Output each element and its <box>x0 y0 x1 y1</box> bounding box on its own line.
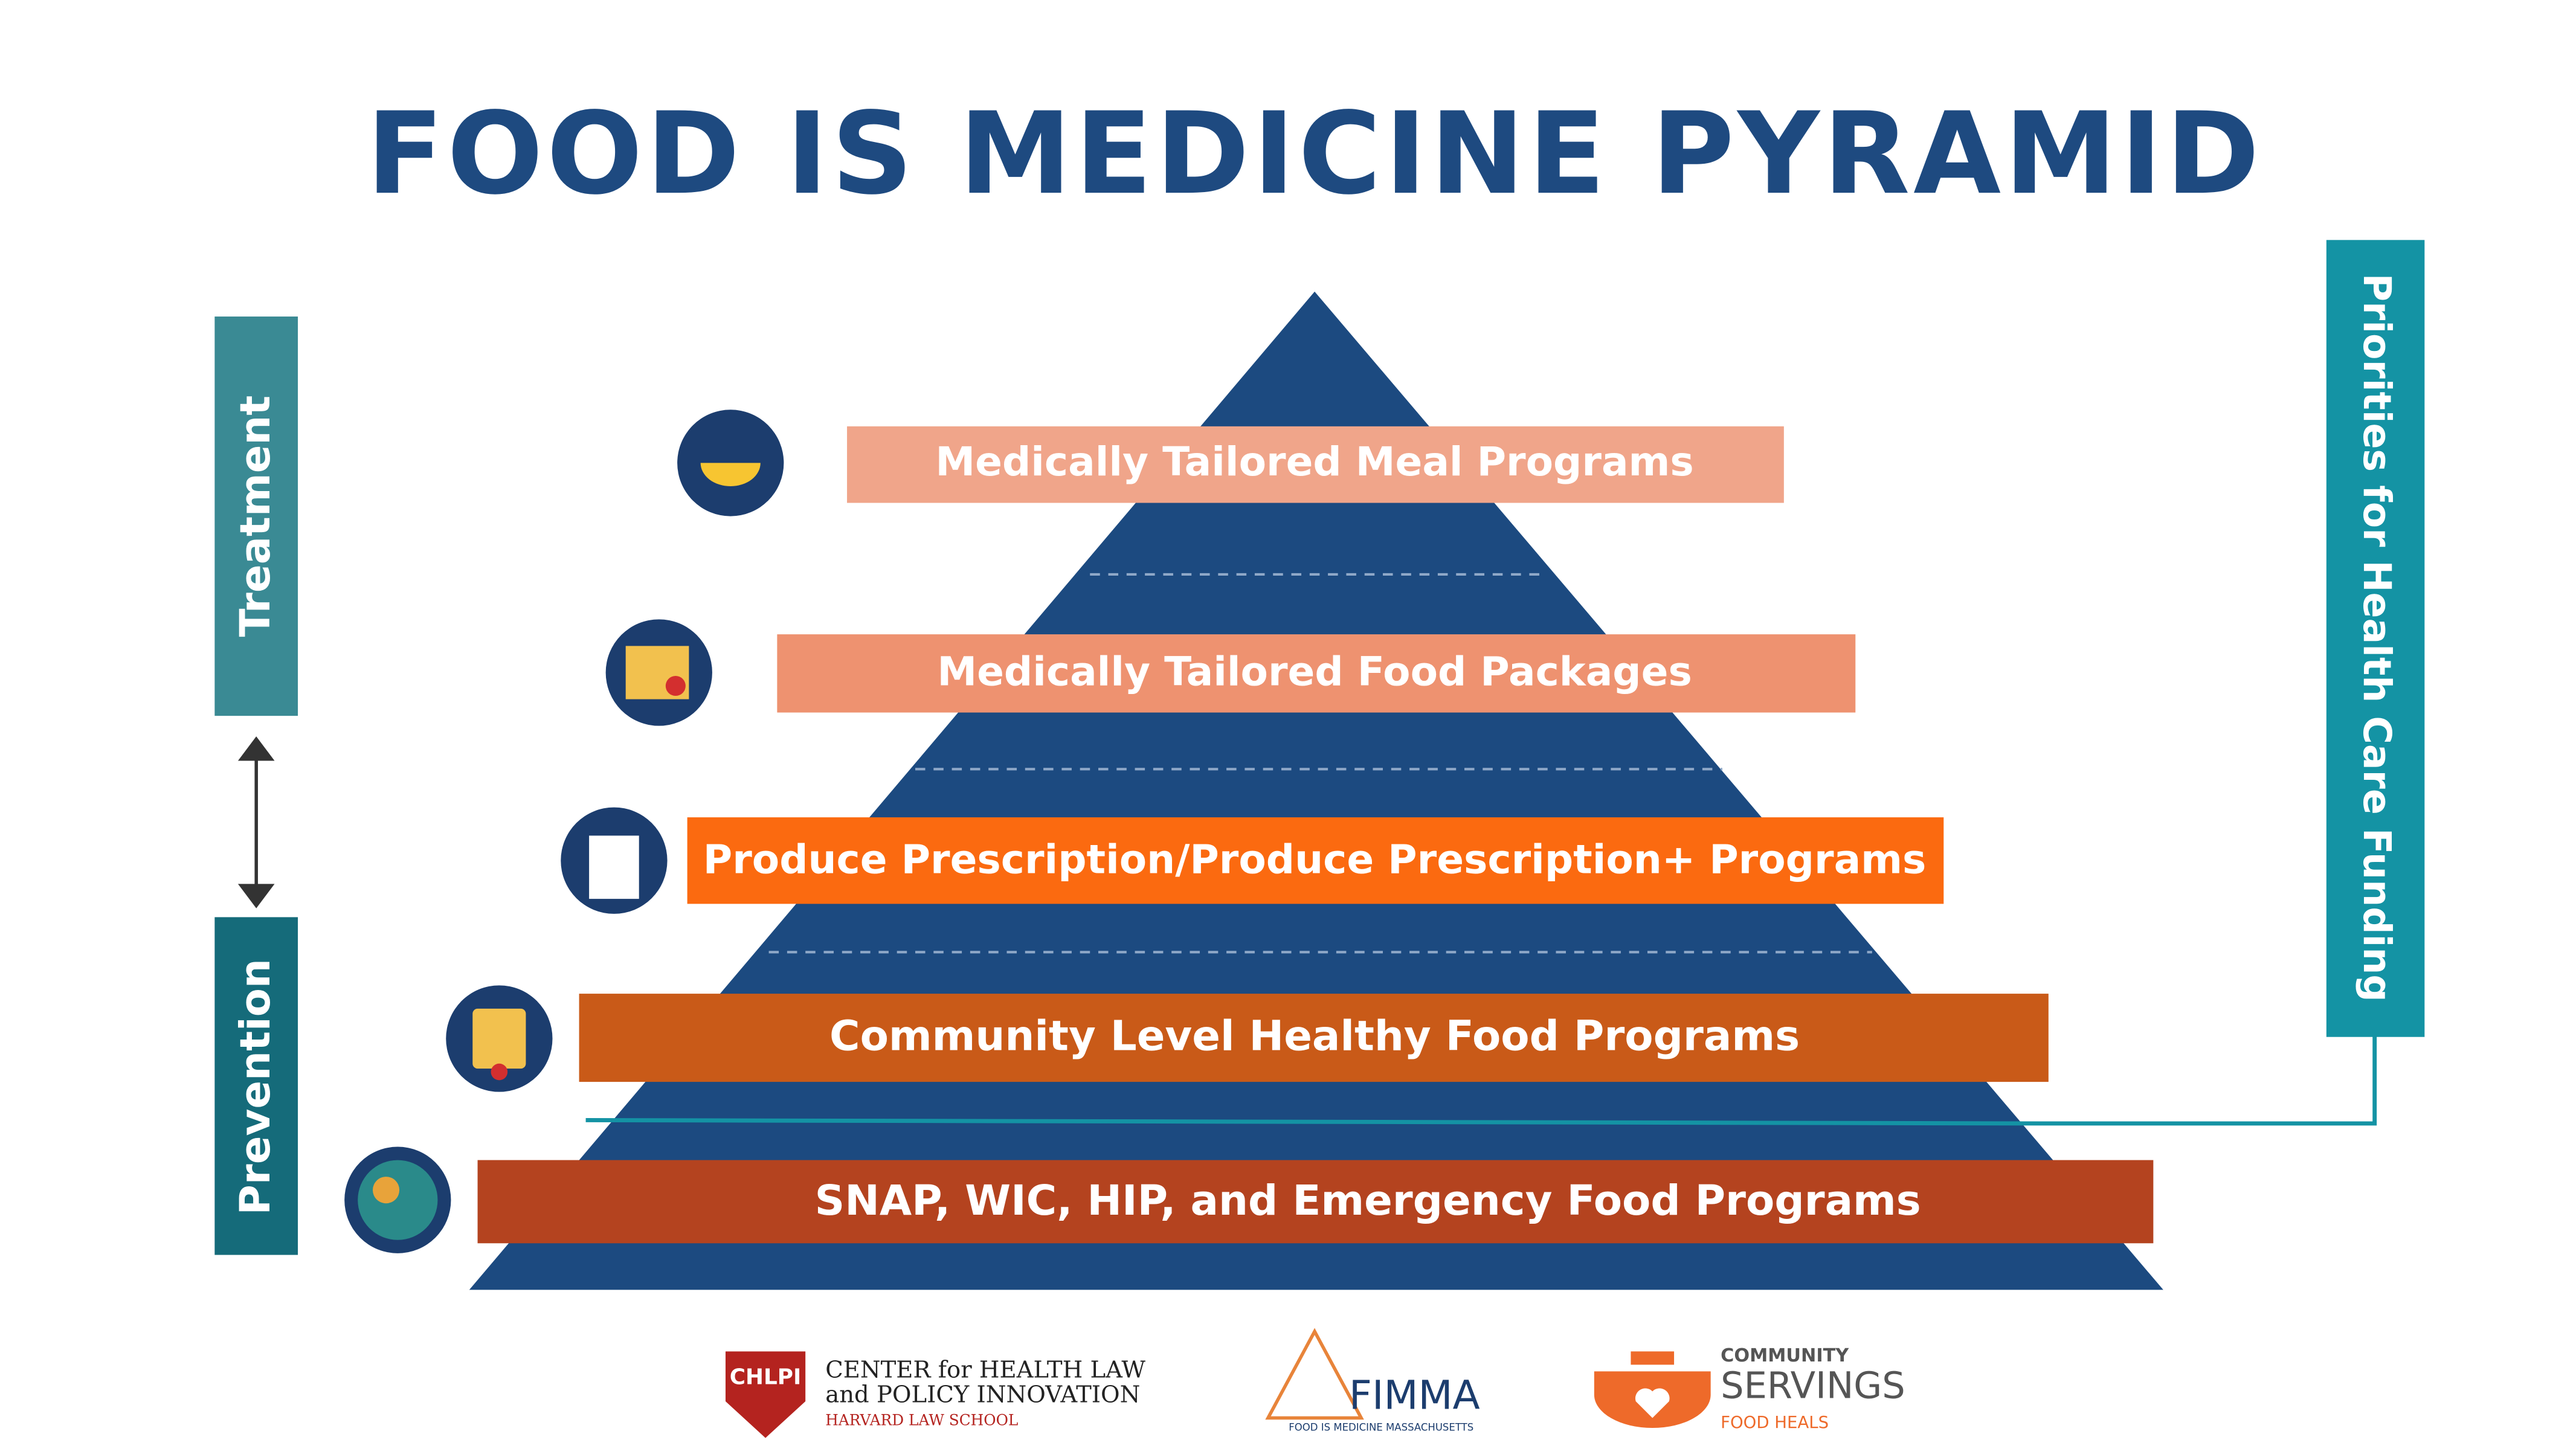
title: FOOD IS MEDICINE PYRAMID <box>366 88 2262 220</box>
treatment-box <box>214 317 298 716</box>
icon-apple <box>665 676 686 696</box>
fimma-tagline: FOOD IS MEDICINE MASSACHUSETTS <box>1289 1422 1473 1433</box>
level-label: Community Level Healthy Food Programs <box>829 1012 1800 1061</box>
servings-line1: COMMUNITY <box>1721 1345 1849 1366</box>
fimma-triangle <box>1265 1328 1364 1420</box>
icon-globe-detail <box>373 1177 400 1204</box>
level-band <box>477 1160 2154 1244</box>
levels: Medically Tailored Meal Programs Medical… <box>477 426 2154 1244</box>
funding-box <box>2326 240 2425 1037</box>
servings-line3: FOOD HEALS <box>1721 1413 1829 1432</box>
icon-apple <box>491 1063 508 1081</box>
level-label: Medically Tailored Meal Programs <box>935 439 1693 485</box>
icon-voucher <box>589 835 639 899</box>
level-band <box>579 994 2049 1082</box>
chlpi-line2: and POLICY INNOVATION <box>825 1381 1140 1409</box>
icon-crate <box>472 1008 526 1069</box>
servings-lid <box>1631 1351 1675 1365</box>
servings-line2: SERVINGS <box>1721 1365 1905 1407</box>
level-band <box>687 817 1944 904</box>
icon-globe <box>358 1160 438 1240</box>
level-label: Medically Tailored Food Packages <box>937 648 1692 695</box>
fimma-mark: FIMMA <box>1349 1372 1480 1419</box>
chlpi-line1: CENTER for HEALTH LAW <box>825 1356 1145 1383</box>
chlpi-line3: HARVARD LAW SCHOOL <box>825 1412 1018 1429</box>
level-label: Produce Prescription/Produce Prescriptio… <box>703 837 1927 883</box>
chlpi-mark: CHLPI <box>730 1364 802 1389</box>
double-arrow <box>237 736 275 908</box>
tier-dividers <box>768 573 1872 954</box>
servings-heart <box>1635 1388 1670 1418</box>
level-band <box>777 634 1856 713</box>
icon-bowl <box>700 463 761 486</box>
treatment-label: Treatment <box>231 396 280 637</box>
arrow-head <box>237 736 275 761</box>
arrow-head <box>237 884 275 908</box>
level-label: SNAP, WIC, HIP, and Emergency Food Progr… <box>815 1177 1921 1225</box>
chlpi-shield <box>725 1351 806 1438</box>
prevention-box <box>214 917 298 1255</box>
level-band <box>847 426 1784 503</box>
icons <box>344 410 784 1253</box>
logos: CHLPI CENTER for HEALTH LAW and POLICY I… <box>725 1328 1905 1438</box>
funding-line <box>585 1035 2377 1126</box>
funding-label: Priorities for Health Care Funding <box>2355 274 2400 1002</box>
prevention-label: Prevention <box>231 959 280 1215</box>
